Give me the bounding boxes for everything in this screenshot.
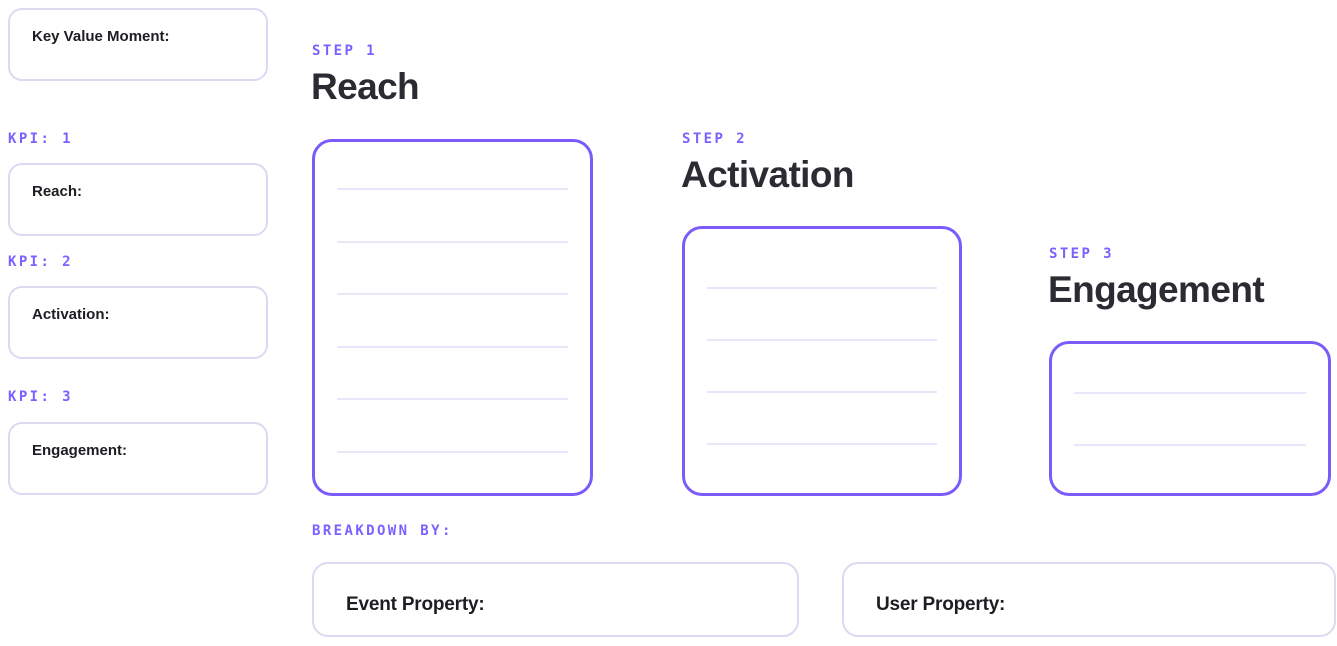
breakdown-by-eyebrow: BREAKDOWN BY: (312, 523, 453, 539)
rule-line (707, 391, 937, 393)
step-2-title: Activation (681, 154, 854, 195)
user-property-label: User Property: (876, 594, 1006, 615)
rule-line (337, 398, 568, 400)
step-3-group: STEP 3 Engagement (1048, 243, 1333, 500)
kpi-2-eyebrow: KPI: 2 (8, 254, 73, 270)
step-3-title: Engagement (1048, 269, 1265, 310)
rule-line (707, 443, 937, 445)
kpi-2-label: Activation: (32, 306, 110, 323)
event-property-box[interactable]: Event Property: (312, 562, 799, 637)
step-1-eyebrow: STEP 1 (312, 43, 377, 59)
key-value-moment-label: Key Value Moment: (32, 28, 170, 45)
step-1-group: STEP 1 Reach (311, 40, 596, 500)
step-1-card[interactable] (312, 139, 593, 496)
breakdown-section: BREAKDOWN BY: Event Property: User Prope… (311, 520, 1337, 646)
kpi-1-box[interactable]: Reach: (8, 163, 268, 236)
step-3-eyebrow: STEP 3 (1049, 246, 1114, 262)
step-2-group: STEP 2 Activation (681, 128, 966, 500)
rule-line (707, 287, 937, 289)
rule-line (1074, 392, 1306, 394)
rule-line (1074, 444, 1306, 446)
rule-line (337, 241, 568, 243)
user-property-box[interactable]: User Property: (842, 562, 1336, 637)
step-2-eyebrow: STEP 2 (682, 131, 747, 147)
step-1-title: Reach (311, 66, 420, 107)
kpi-3-label: Engagement: (32, 442, 128, 459)
sidebar: Key Value Moment: KPI: 1 Reach: KPI: 2 A… (0, 0, 300, 500)
kpi-2-box[interactable]: Activation: (8, 286, 268, 359)
kpi-3-box[interactable]: Engagement: (8, 422, 268, 495)
step-3-card[interactable] (1049, 341, 1331, 496)
rule-line (337, 346, 568, 348)
event-property-label: Event Property: (346, 594, 485, 615)
rule-line (337, 451, 568, 453)
kpi-1-eyebrow: KPI: 1 (8, 131, 73, 147)
kpi-3-eyebrow: KPI: 3 (8, 389, 73, 405)
rule-line (337, 293, 568, 295)
rule-line (707, 339, 937, 341)
key-value-moment-box[interactable]: Key Value Moment: (8, 8, 268, 81)
step-2-card[interactable] (682, 226, 962, 496)
rule-line (337, 188, 568, 190)
kpi-1-label: Reach: (32, 183, 83, 200)
